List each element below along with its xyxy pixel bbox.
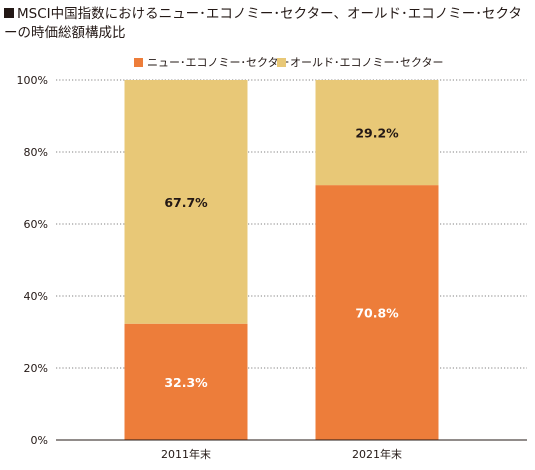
bar-value-label: 32.3% <box>164 375 208 390</box>
bar-segment <box>315 80 439 186</box>
bar-value-label: 67.7% <box>164 195 208 210</box>
legend-label-old-economy: オールド･エコノミー･セクター <box>290 56 444 69</box>
x-tick-label: 2011年末 <box>161 447 211 461</box>
legend-swatch-new-economy <box>134 57 143 67</box>
x-tick-label: 2021年末 <box>352 447 402 461</box>
title-square-marker <box>4 8 14 18</box>
legend-swatch-old-economy <box>277 57 286 67</box>
y-tick-label: 80% <box>24 146 48 159</box>
y-tick-label: 60% <box>24 218 48 231</box>
bar-value-label: 70.8% <box>355 306 399 321</box>
legend: ニュー･エコノミー･セクター オールド･エコノミー･セクター <box>0 54 535 70</box>
bar-segment <box>315 185 439 440</box>
y-tick-label: 20% <box>24 362 48 375</box>
legend-label-new-economy: ニュー･エコノミー･セクター <box>147 56 290 69</box>
bar-segment <box>124 323 248 440</box>
bar-segment <box>124 80 248 324</box>
y-tick-label: 40% <box>24 290 48 303</box>
legend-item-new-economy: ニュー･エコノミー･セクター <box>134 54 290 70</box>
y-tick-label: 0% <box>31 434 48 447</box>
chart-title: MSCI中国指数におけるニュー･エコノミー･セクター、オールド･エコノミー･セク… <box>4 6 522 41</box>
legend-item-old-economy: オールド･エコノミー･セクター <box>277 54 444 70</box>
bar-value-label: 29.2% <box>355 126 399 141</box>
y-tick-label: 100% <box>17 74 48 87</box>
